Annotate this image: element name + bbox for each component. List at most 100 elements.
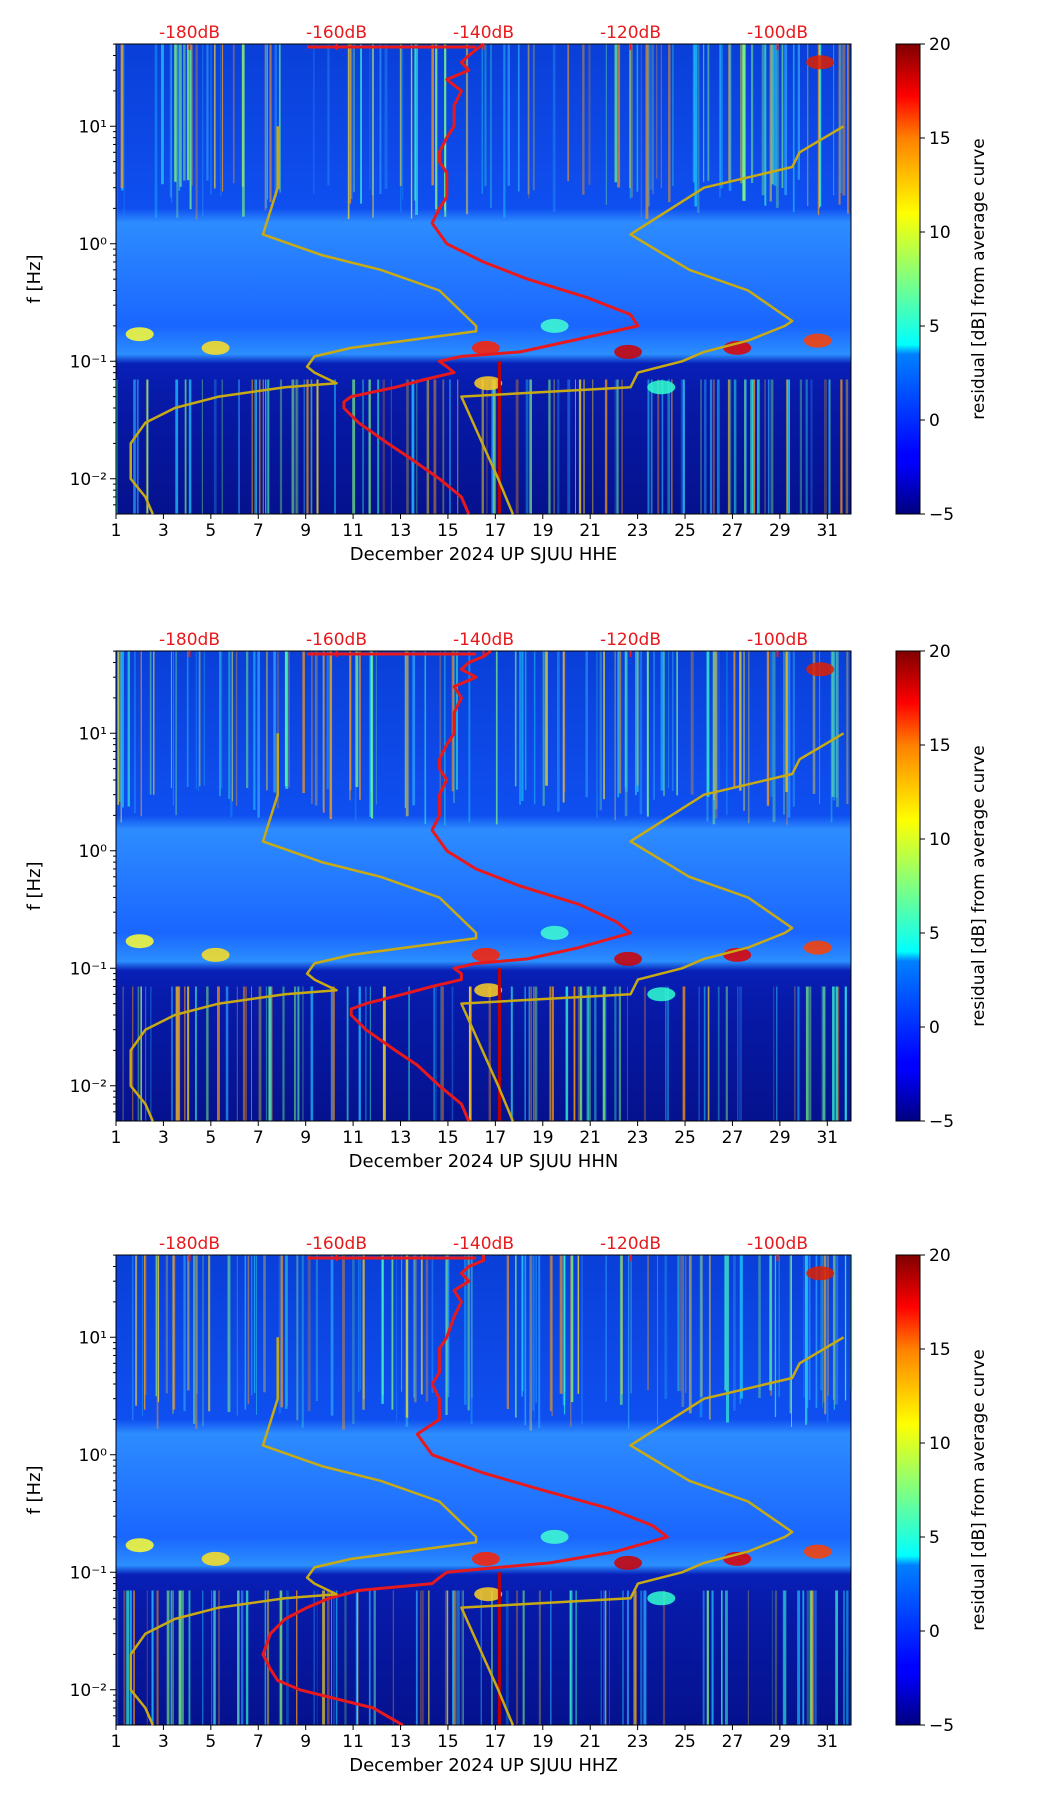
energy-blob xyxy=(471,340,500,355)
noise-streak xyxy=(424,651,427,824)
noise-streak xyxy=(316,379,319,514)
noise-streak xyxy=(322,651,324,808)
noise-streak xyxy=(617,44,621,188)
noise-streak xyxy=(832,651,836,801)
noise-streak xyxy=(835,651,838,798)
noise-streak xyxy=(151,1590,154,1725)
noise-streak xyxy=(421,1590,424,1725)
x-tick-label: 13 xyxy=(390,1128,412,1148)
noise-streak xyxy=(630,1255,632,1394)
x-axis-label: December 2024 UP SJUU HHE xyxy=(350,544,618,565)
x-tick-label: 29 xyxy=(769,1732,791,1752)
noise-streak xyxy=(199,651,201,787)
noise-streak xyxy=(315,1255,318,1402)
noise-streak xyxy=(690,651,694,795)
noise-streak xyxy=(551,1255,553,1417)
noise-streak xyxy=(286,1255,288,1407)
noise-streak xyxy=(752,379,756,514)
noise-streak xyxy=(140,986,142,1121)
noise-streak xyxy=(470,1255,473,1424)
colorbar-tick-label: 15 xyxy=(929,1340,951,1360)
spectrogram-texture xyxy=(116,44,849,515)
noise-streak xyxy=(820,1255,823,1391)
noise-streak xyxy=(831,651,835,797)
noise-streak xyxy=(213,1590,216,1725)
noise-streak xyxy=(636,651,639,786)
noise-streak xyxy=(266,1590,270,1725)
noise-streak xyxy=(369,44,371,190)
noise-streak xyxy=(330,1255,334,1416)
db-tick-label: -120dB xyxy=(600,630,661,650)
y-tick-label: 10⁻¹ xyxy=(70,959,107,979)
noise-streak xyxy=(619,1255,623,1405)
noise-streak xyxy=(244,1255,247,1410)
energy-blob xyxy=(471,947,500,962)
x-tick-label: 9 xyxy=(300,521,311,541)
y-tick-label: 10⁻² xyxy=(70,470,107,490)
noise-streak xyxy=(251,1255,253,1396)
noise-streak xyxy=(603,651,605,800)
noise-streak xyxy=(420,1590,422,1725)
noise-streak xyxy=(174,44,177,182)
db-tick-label: -120dB xyxy=(600,1234,661,1254)
noise-streak xyxy=(117,651,119,805)
noise-streak xyxy=(699,1255,703,1418)
noise-streak xyxy=(617,379,619,514)
db-tick-label: -160dB xyxy=(306,1234,367,1254)
noise-streak xyxy=(637,651,639,792)
noise-streak xyxy=(827,1255,829,1396)
noise-streak xyxy=(135,1255,138,1406)
noise-streak xyxy=(133,379,136,514)
x-tick-label: 11 xyxy=(342,521,364,541)
noise-streak xyxy=(296,1255,299,1421)
energy-blob xyxy=(803,1544,832,1559)
noise-streak xyxy=(187,1255,190,1391)
noise-streak xyxy=(524,651,527,791)
noise-streak xyxy=(563,651,566,793)
noise-streak xyxy=(296,986,298,1121)
noise-streak xyxy=(712,379,715,514)
noise-streak xyxy=(178,1590,182,1725)
noise-streak xyxy=(258,986,262,1121)
noise-streak xyxy=(656,44,658,179)
noise-streak xyxy=(524,1255,527,1426)
noise-streak xyxy=(845,379,849,514)
noise-streak xyxy=(657,1255,658,1425)
noise-streak xyxy=(392,1590,394,1725)
x-tick-label: 17 xyxy=(485,1128,507,1148)
noise-streak xyxy=(195,1255,199,1394)
noise-streak xyxy=(614,986,617,1121)
noise-streak xyxy=(161,44,164,185)
noise-streak xyxy=(662,1590,666,1725)
noise-streak xyxy=(484,44,487,187)
noise-streak xyxy=(372,44,374,218)
noise-streak xyxy=(533,1255,535,1419)
noise-streak xyxy=(553,379,554,514)
noise-streak xyxy=(276,651,280,809)
energy-blob xyxy=(614,344,643,359)
noise-streak xyxy=(692,44,696,183)
spectrogram-panel-hhe: 1 3 5 7 9 11 13 15 17 19 21 23 25 27 29 3110⁻²10⁻¹10⁰10… xyxy=(24,23,989,565)
noise-streak xyxy=(535,1255,537,1403)
noise-streak xyxy=(172,651,174,806)
noise-streak xyxy=(262,379,264,514)
noise-streak xyxy=(431,44,434,186)
noise-streak xyxy=(134,651,136,814)
noise-streak xyxy=(604,986,607,1121)
noise-streak xyxy=(280,1255,283,1408)
x-tick-label: 17 xyxy=(485,521,507,541)
energy-blob xyxy=(474,1587,503,1602)
noise-streak xyxy=(823,1255,825,1402)
noise-streak xyxy=(491,379,494,514)
x-tick-label: 7 xyxy=(253,521,264,541)
noise-streak xyxy=(503,44,506,218)
noise-streak xyxy=(247,1255,250,1405)
noise-streak xyxy=(145,986,147,1121)
noise-streak xyxy=(605,44,607,205)
noise-streak xyxy=(833,1255,835,1410)
noise-streak xyxy=(245,1590,249,1725)
noise-streak xyxy=(522,1255,524,1392)
noise-streak xyxy=(353,44,355,193)
colorbar-tick-label: 20 xyxy=(929,642,951,662)
noise-streak xyxy=(468,986,472,1121)
